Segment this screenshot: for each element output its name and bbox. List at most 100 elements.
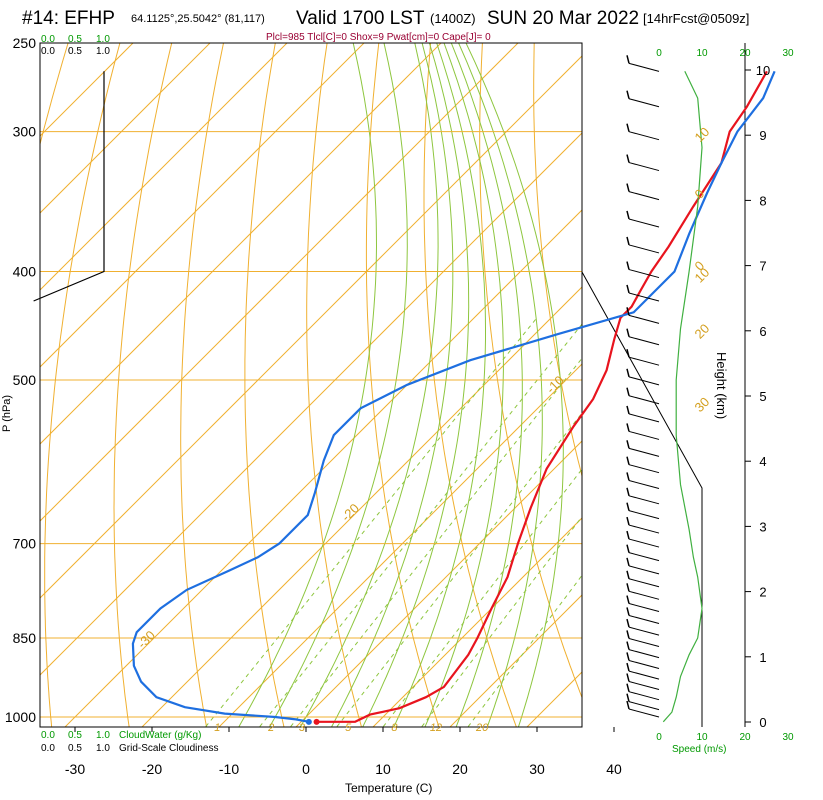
isotherm-line — [372, 517, 582, 727]
wind-barb-flag — [626, 55, 630, 64]
wind-barb-flag — [626, 557, 630, 567]
x-tick-label: -10 — [219, 761, 239, 777]
dry-adiabat-line — [113, 43, 173, 727]
cloudiness-top-0: 0.0 — [41, 46, 55, 57]
isotherm-line — [449, 594, 582, 727]
wind-barb-flag — [626, 261, 630, 270]
isotherm-line — [40, 43, 365, 368]
wind-barb-staff — [628, 552, 660, 562]
height-tick-label: 6 — [759, 324, 766, 339]
wind-barb-staff — [628, 292, 660, 302]
cloudiness-top-1: 0.5 — [68, 46, 82, 57]
speed-tick-label-bottom: 20 — [739, 732, 751, 743]
isotherm-line — [295, 440, 582, 727]
dry-adiabat-line — [740, 23, 823, 741]
cloudiness-line — [33, 71, 105, 302]
cloud-water-top-2: 1.0 — [96, 34, 110, 45]
isotherm-line — [40, 43, 288, 291]
wind-barb-flag — [626, 210, 630, 220]
wind-barb-staff — [628, 649, 660, 659]
wind-barb-flag — [626, 405, 630, 415]
moist-adiabat-line — [465, 43, 564, 727]
mixing-ratio-label: 8 — [391, 722, 398, 734]
mixing-ratio-label: 3 — [299, 722, 306, 734]
wind-barb-staff — [628, 218, 660, 228]
wind-barb-flag — [626, 570, 630, 579]
dry-adiabat-line — [688, 23, 823, 741]
wind-barb-staff — [628, 395, 660, 405]
wind-barb-staff — [628, 565, 660, 575]
wind-barb-staff — [628, 447, 660, 457]
isotherm-line — [218, 363, 582, 727]
wind-barb-staff — [628, 603, 660, 613]
wind-barb-flag — [626, 472, 630, 481]
height-tick-label: 4 — [759, 454, 766, 469]
pressure-tick-label: 300 — [13, 124, 37, 140]
chart-title-valid: Valid 1700 LST — [296, 8, 425, 29]
wind-barb-flag — [626, 630, 630, 639]
wind-barb-flag — [626, 123, 630, 132]
height-axis-title: Height (km) — [714, 352, 729, 419]
moist-adiabat-line — [330, 43, 454, 727]
wind-barb-staff — [628, 480, 660, 489]
wind-barb-staff — [628, 376, 660, 386]
x-tick-label: 10 — [375, 761, 391, 777]
wind-barb-staff — [628, 131, 660, 141]
wind-barb-flag — [626, 583, 630, 592]
dry-adiabat-line — [533, 43, 582, 478]
wind-barb-staff — [628, 691, 660, 701]
x-tick-label: 40 — [606, 761, 622, 777]
height-tick-label: 5 — [759, 389, 766, 404]
moist-adiabat-line — [299, 43, 439, 727]
x-tick-label: -30 — [65, 761, 85, 777]
mixing-ratio-label: 5 — [345, 722, 352, 734]
x-tick-label: 20 — [452, 761, 468, 777]
wind-barb-staff — [628, 590, 660, 600]
height-tick-label: 8 — [759, 193, 766, 208]
dry-adiabat-line — [791, 23, 823, 741]
isotherm-line — [64, 209, 582, 727]
mixing-ratio-label: 2 — [267, 722, 274, 734]
wind-speed-profile-line — [662, 71, 703, 723]
pressure-tick-label: 250 — [13, 35, 37, 51]
isotherm-label: -20 — [338, 501, 362, 525]
wind-barb-staff — [628, 269, 660, 279]
speed-tick-label-bottom: 0 — [656, 732, 662, 743]
wind-barb-staff — [628, 413, 660, 423]
chart-title-station: #14: EFHP — [22, 8, 115, 29]
wind-barb-staff — [628, 62, 660, 72]
wind-barb-staff — [628, 314, 660, 324]
dewpoint-profile-line — [131, 70, 776, 723]
chart-title-date: SUN 20 Mar 2022 — [487, 8, 639, 29]
speed-tick-label-bottom: 10 — [696, 732, 708, 743]
cloud-water-bottom-label: CloudWater (g/Kg) — [119, 730, 201, 741]
height-tick-label: 2 — [759, 585, 766, 600]
height-tick-label: 10 — [756, 63, 770, 78]
wind-barb-flag — [626, 368, 630, 378]
speed-axis-title: Speed (m/s) — [672, 744, 726, 755]
height-tick-label: 7 — [759, 259, 766, 274]
pressure-tick-label: 500 — [13, 372, 37, 388]
chart-title-coords: 64.1125°,25.5042° (81,117) — [131, 13, 265, 25]
mixing-ratio-label: 20 — [475, 722, 489, 734]
wind-barb-flag — [626, 607, 630, 616]
height-tick-label: 0 — [759, 715, 766, 730]
wind-barb-flag — [626, 544, 630, 553]
isotherm-label: 10 — [692, 265, 713, 286]
mixing-ratio-line — [421, 515, 582, 727]
grid-layer — [39, 23, 823, 741]
label-layer: #14: EFHP 64.1125°,25.5042° (81,117) Val… — [1, 8, 794, 795]
moist-adiabat-line — [424, 43, 504, 727]
wind-barb-flag — [626, 236, 630, 246]
isotherm-label: 10 — [692, 124, 713, 145]
dry-adiabat-line — [479, 43, 582, 699]
wind-barb-staff — [628, 356, 660, 366]
dry-adiabat-line — [306, 43, 363, 727]
wind-barb-flag — [626, 307, 630, 316]
grid-clipped — [40, 23, 823, 741]
cloud-water-bottom-2: 1.0 — [96, 730, 110, 741]
wind-barb-flag — [626, 487, 630, 496]
wind-barb-flag — [626, 349, 630, 358]
dewpoint-surface-point — [305, 718, 312, 725]
